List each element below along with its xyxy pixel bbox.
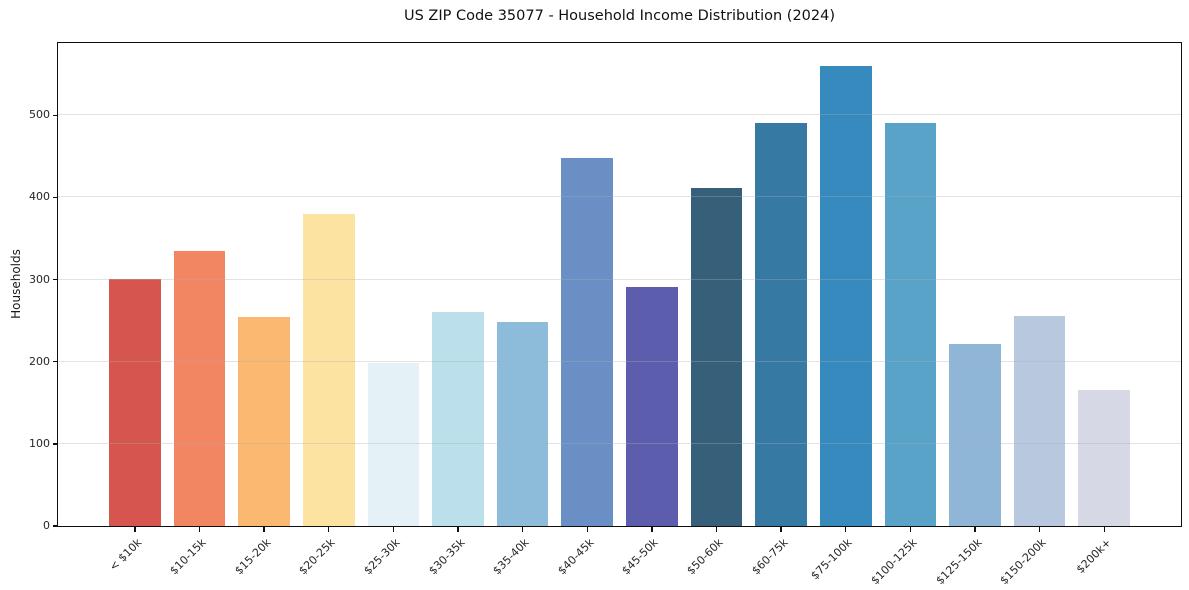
y-tick-mark xyxy=(53,525,58,527)
bar xyxy=(626,287,678,526)
bar xyxy=(238,316,290,526)
x-tick-mark xyxy=(1103,526,1105,532)
x-tick-mark xyxy=(909,526,912,532)
bar xyxy=(755,122,807,526)
x-tick-mark xyxy=(328,526,330,532)
x-axis-cell: $100-125k xyxy=(868,526,937,589)
x-tick-label: $30-35k xyxy=(425,535,468,577)
y-tick-mark xyxy=(53,196,58,199)
y-tick-label: 0 xyxy=(43,519,50,532)
y-tick-mark xyxy=(53,278,58,281)
bar xyxy=(1078,389,1130,526)
x-tick-mark xyxy=(1038,526,1041,532)
x-tick-label: $40-45k xyxy=(555,535,597,577)
bar xyxy=(949,343,1001,526)
x-axis-cell: $50-60k xyxy=(684,526,743,589)
x-tick-mark xyxy=(392,526,395,532)
x-axis-cell: $200k+ xyxy=(1073,526,1130,589)
x-axis-cell: $45-50k xyxy=(620,526,678,589)
x-axis-cell: $15-20k xyxy=(232,526,290,589)
y-tick-label: 200 xyxy=(29,354,50,368)
y-tick-label: 400 xyxy=(29,190,50,204)
x-tick-mark xyxy=(780,526,782,532)
x-axis-cell: $35-40k xyxy=(490,526,549,589)
x-tick-mark xyxy=(457,526,459,532)
y-tick-mark xyxy=(53,443,58,445)
bar xyxy=(432,312,484,526)
x-axis-cell: $40-45k xyxy=(555,526,613,589)
x-tick-label: $60-75k xyxy=(748,535,791,577)
y-tick-label: 500 xyxy=(29,108,50,122)
bar xyxy=(173,250,226,526)
y-tick-label: 300 xyxy=(29,272,50,286)
x-tick-label: < $10k xyxy=(106,535,145,574)
x-tick-mark xyxy=(715,526,718,532)
bar xyxy=(302,213,355,526)
bars-row xyxy=(109,43,1130,526)
x-tick-mark xyxy=(521,526,524,532)
x-tick-mark xyxy=(974,526,976,532)
chart-title: US ZIP Code 35077 - Household Income Dis… xyxy=(403,8,836,24)
x-tick-label: $125-150k xyxy=(932,535,985,587)
plot-area xyxy=(56,41,1182,527)
x-tick-mark xyxy=(845,526,847,532)
bar xyxy=(819,66,872,526)
x-axis-cell: < $10k xyxy=(106,526,161,589)
bar xyxy=(561,158,613,526)
x-tick-label: $35-40k xyxy=(490,535,532,577)
x-tick-label: $75-100k xyxy=(808,535,855,582)
y-tick-marks xyxy=(53,43,58,527)
x-tick-label: $50-60k xyxy=(684,535,726,577)
y-tick-labels: 0 100 200 300 400 500 xyxy=(0,43,50,532)
bar xyxy=(1013,315,1066,526)
bar xyxy=(367,363,420,526)
x-tick-mark xyxy=(586,526,588,532)
x-axis-cell: $125-150k xyxy=(933,526,1001,589)
bar xyxy=(496,322,549,526)
bar xyxy=(109,278,161,526)
x-tick-label: $45-50k xyxy=(619,535,662,577)
bar xyxy=(884,122,937,526)
y-tick-mark xyxy=(53,114,58,116)
x-axis-cell: $25-30k xyxy=(361,526,420,589)
bar xyxy=(690,188,743,526)
x-tick-label: $100-125k xyxy=(868,535,920,587)
y-tick-mark xyxy=(53,361,58,363)
x-axis: < $10k $10-15k $15-20k $20-25k $25-30k $30-35… xyxy=(58,526,1181,589)
x-tick-label: $15-20k xyxy=(231,535,274,577)
x-tick-mark xyxy=(263,526,265,532)
x-tick-label: $200k+ xyxy=(1073,535,1114,576)
x-tick-label: $10-15k xyxy=(167,535,209,577)
x-axis-cell: $60-75k xyxy=(749,526,807,589)
x-axis-cell: $10-15k xyxy=(167,526,226,589)
x-axis-cell: $20-25k xyxy=(297,526,355,589)
x-axis-cell: $30-35k xyxy=(426,526,484,589)
x-tick-label: $150-200k xyxy=(997,535,1049,587)
y-tick-label: 100 xyxy=(29,436,50,450)
x-tick-mark xyxy=(134,526,136,532)
x-tick-label: $25-30k xyxy=(361,535,403,577)
x-tick-label: $20-25k xyxy=(296,535,338,577)
x-axis-cell: $150-200k xyxy=(998,526,1066,589)
x-tick-mark xyxy=(651,526,653,532)
x-tick-mark xyxy=(198,526,201,532)
x-axis-cell: $75-100k xyxy=(809,526,872,589)
